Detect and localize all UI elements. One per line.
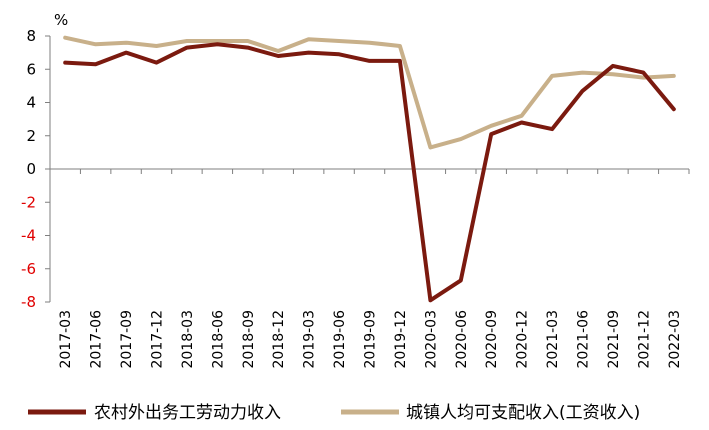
y-tick-label: -4 bbox=[21, 227, 36, 245]
y-axis: 8 6 4 2 0 -2 -4 -6 -8 bbox=[21, 27, 51, 311]
x-tick-label: 2019-12 bbox=[393, 310, 409, 369]
x-tick-label: 2020-06 bbox=[454, 310, 470, 369]
x-tick-label: 2019-09 bbox=[363, 310, 379, 369]
y-unit-label: % bbox=[54, 11, 68, 29]
x-tick-label: 2017-09 bbox=[119, 310, 135, 369]
x-tick-label: 2020-03 bbox=[423, 310, 439, 369]
x-tick-label: 2020-09 bbox=[484, 310, 500, 369]
x-tick-label: 2021-09 bbox=[606, 310, 622, 369]
legend-label-series-1: 农村外出务工劳动力收入 bbox=[94, 403, 281, 423]
y-tick-label: 8 bbox=[26, 27, 36, 45]
x-tick-label: 2021-03 bbox=[545, 310, 561, 369]
x-tick-label: 2017-03 bbox=[58, 310, 74, 369]
y-tick-label: -6 bbox=[21, 260, 36, 278]
x-tick-label: 2019-03 bbox=[302, 310, 318, 369]
series-layer bbox=[63, 35, 676, 303]
y-tick-label: 6 bbox=[26, 60, 36, 78]
series-line-1 bbox=[63, 42, 676, 303]
x-tick-label: 2020-12 bbox=[515, 310, 531, 369]
x-tick-label: 2018-03 bbox=[180, 310, 196, 369]
legend: 农村外出务工劳动力收入 城镇人均可支配收入(工资收入) bbox=[28, 403, 640, 423]
y-tick-label: -8 bbox=[21, 293, 36, 311]
x-tick-label: 2021-12 bbox=[636, 310, 652, 369]
y-tick-label: 2 bbox=[26, 127, 36, 145]
y-tick-label: -2 bbox=[21, 193, 36, 211]
x-tick-label: 2017-06 bbox=[89, 310, 105, 369]
x-axis: 2017-03 2017-06 2017-09 2017-12 2018-03 2018-… bbox=[49, 168, 690, 369]
x-tick-label: 2021-06 bbox=[576, 310, 592, 369]
y-tick-label: 0 bbox=[26, 160, 36, 178]
x-tick-label: 2018-09 bbox=[241, 310, 257, 369]
legend-label-series-2: 城镇人均可支配收入(工资收入) bbox=[406, 403, 640, 423]
x-tick-label: 2018-12 bbox=[271, 310, 287, 369]
x-tick-label: 2018-06 bbox=[210, 310, 226, 369]
x-tick-label: 2017-12 bbox=[150, 310, 166, 369]
x-tick-label: 2022-03 bbox=[667, 310, 683, 369]
x-tick-label: 2019-06 bbox=[332, 310, 348, 369]
y-tick-label: 4 bbox=[26, 94, 36, 112]
